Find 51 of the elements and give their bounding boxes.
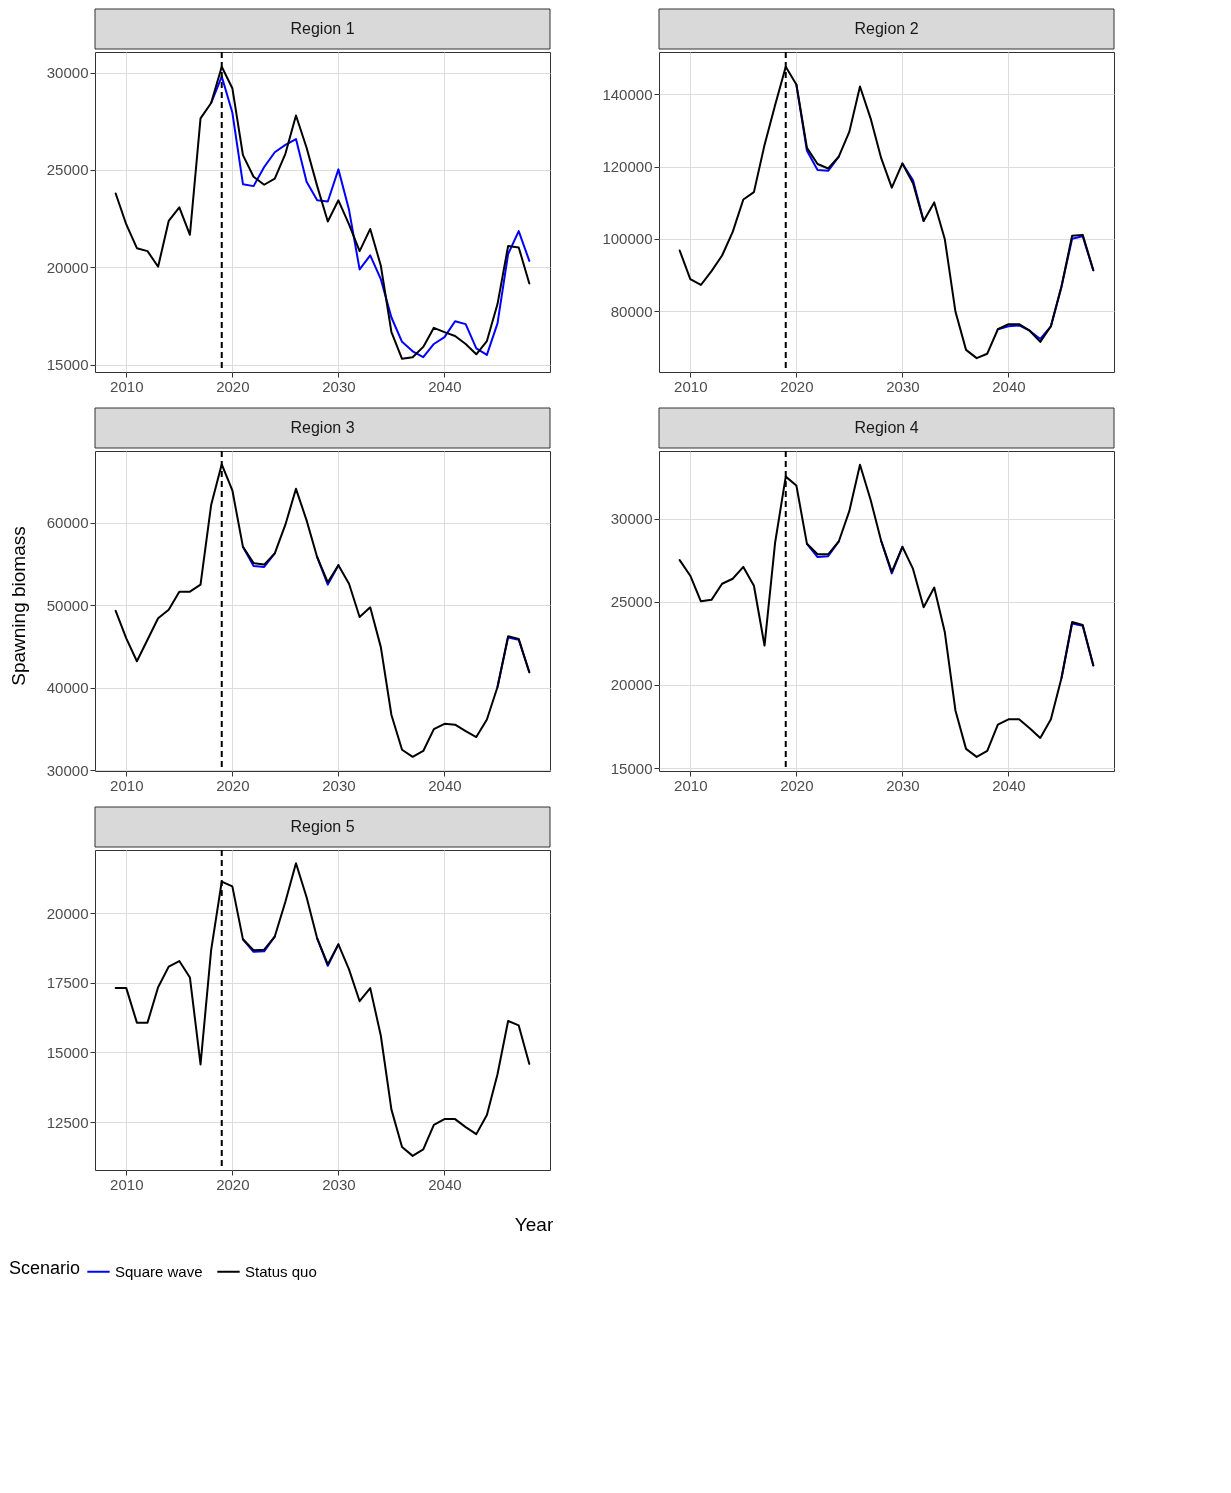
chart-title: Region 3 [290,419,355,436]
y-tick-label: 15000 [610,759,653,777]
x-tick-label: 2020 [216,776,250,794]
x-tick-label: 2010 [674,776,708,794]
y-tick-label: 12500 [46,1113,89,1131]
y-tick-label: 15000 [46,1043,89,1061]
line-series [210,75,531,359]
x-tick-label: 2040 [428,1175,462,1193]
x-tick-label: 2010 [110,776,144,794]
chart-title: Region 2 [854,20,919,37]
x-tick-label: 2030 [886,377,920,395]
x-tick-label: 2010 [110,1175,144,1193]
y-tick-label: 50000 [46,596,89,614]
x-tick-label: 2010 [674,377,708,395]
y-tick-label: 60000 [46,514,89,532]
legend-label: Status quo [245,1262,317,1280]
y-tick-label: 100000 [602,230,653,248]
y-axis-title: Spawning biomass [8,526,29,686]
y-tick-label: 20000 [610,676,653,694]
y-tick-label: 25000 [610,593,653,611]
x-tick-label: 2030 [886,776,920,794]
x-tick-label: 2020 [780,776,814,794]
x-tick-label: 2040 [428,377,462,395]
chart-title: Region 4 [854,419,919,436]
x-tick-label: 2040 [992,776,1026,794]
x-tick-label: 2030 [322,1175,356,1193]
x-tick-label: 2030 [322,377,356,395]
y-tick-label: 30000 [610,510,653,528]
x-tick-label: 2030 [322,776,356,794]
x-axis-title: Year [514,1214,554,1235]
legend-title: Scenario [9,1258,81,1278]
y-tick-label: 140000 [602,85,653,103]
y-tick-label: 15000 [46,356,89,374]
chart-title: Region 1 [290,20,355,37]
y-tick-label: 120000 [602,158,653,176]
x-tick-label: 2020 [216,377,250,395]
x-tick-label: 2020 [216,1175,250,1193]
y-tick-label: 40000 [46,679,89,697]
y-tick-label: 25000 [46,161,89,179]
y-tick-label: 20000 [46,904,89,922]
legend-label: Square wave [115,1262,203,1280]
y-tick-label: 30000 [46,64,89,82]
y-tick-label: 17500 [46,974,89,992]
y-tick-label: 30000 [46,761,89,779]
x-tick-label: 2040 [992,377,1026,395]
chart-title: Region 5 [290,818,355,835]
x-tick-label: 2010 [110,377,144,395]
x-tick-label: 2040 [428,776,462,794]
y-tick-label: 20000 [46,258,89,276]
y-tick-label: 80000 [610,302,653,320]
x-tick-label: 2020 [780,377,814,395]
